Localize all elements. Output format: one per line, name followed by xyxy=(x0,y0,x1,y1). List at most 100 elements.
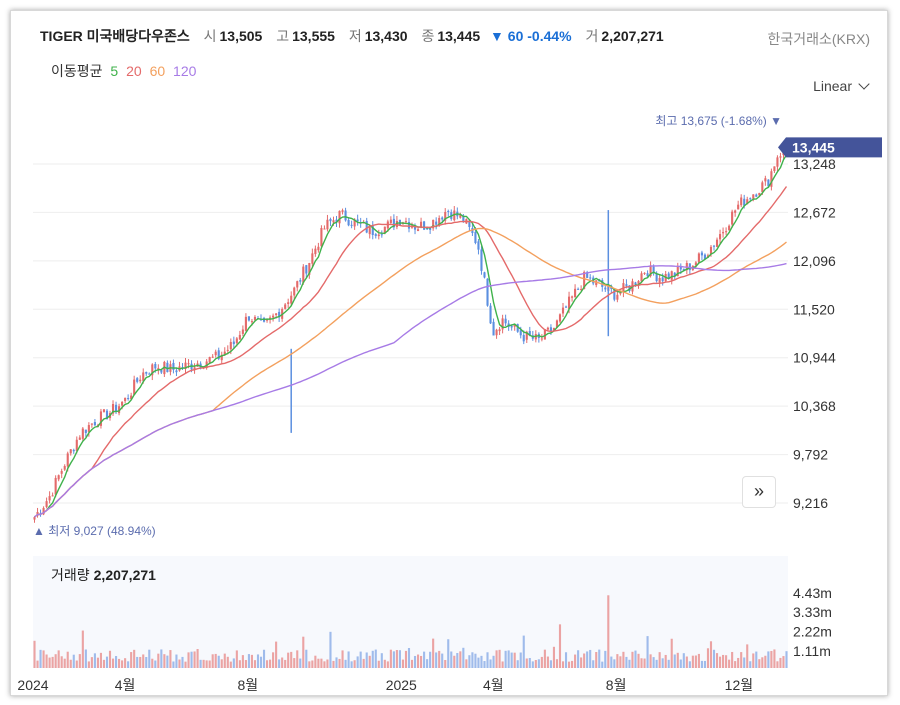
volume-bar xyxy=(420,655,423,668)
volume-bar xyxy=(416,654,420,668)
candle-body xyxy=(220,354,223,361)
candle-body xyxy=(655,273,658,282)
candle-body xyxy=(546,327,549,330)
volume-bar xyxy=(181,656,184,668)
volume-bar xyxy=(202,659,205,668)
price-tick-label: 13,248 xyxy=(793,156,836,172)
candle-body xyxy=(287,302,290,304)
volume-bar xyxy=(220,659,223,668)
volume-bar xyxy=(326,659,329,668)
candle-body xyxy=(365,220,368,233)
volume-bar xyxy=(305,649,308,668)
volume-bar xyxy=(619,656,622,668)
volume-bar xyxy=(432,638,435,668)
volume-bar xyxy=(275,641,278,668)
candle-body xyxy=(577,288,580,290)
scale-dropdown[interactable]: Linear xyxy=(813,78,870,94)
candle-body xyxy=(492,321,495,336)
high-value: 13,555 xyxy=(292,28,335,44)
volume-bar xyxy=(389,649,392,668)
volume-bar xyxy=(498,649,501,668)
candle-body xyxy=(407,221,411,229)
volume-bar xyxy=(601,661,604,668)
volume-bar xyxy=(552,646,556,668)
volume-bar xyxy=(232,658,235,668)
volume-bar xyxy=(673,654,676,668)
volume-bar xyxy=(332,660,335,668)
candle-body xyxy=(504,318,507,324)
volume-bar xyxy=(105,656,109,668)
volume-bar xyxy=(160,649,163,668)
volume-bar xyxy=(471,652,474,668)
volume-bar xyxy=(407,648,411,668)
volume-bar xyxy=(60,656,63,668)
candle-body xyxy=(93,422,96,426)
volume-bar xyxy=(39,649,42,668)
ma-20[interactable]: 20 xyxy=(126,63,142,79)
volume-bar xyxy=(746,644,749,668)
volume-bar xyxy=(613,659,616,668)
candle-body xyxy=(540,338,543,340)
volume-bar xyxy=(69,659,72,668)
ma-60[interactable]: 60 xyxy=(149,63,166,79)
volume-bar xyxy=(78,654,81,668)
candle-body xyxy=(232,341,235,345)
candle-body xyxy=(522,335,525,342)
candle-body xyxy=(410,226,414,228)
candle-body xyxy=(127,398,130,400)
scroll-latest-button[interactable]: » xyxy=(742,476,776,508)
exchange-label: 한국거래소(KRX) xyxy=(767,31,870,47)
volume-bar xyxy=(196,649,199,668)
candle-body xyxy=(447,210,450,212)
volume-bar xyxy=(398,650,401,668)
high-label: 고 xyxy=(276,28,290,44)
volume-bar xyxy=(676,652,679,668)
volume-bar xyxy=(510,652,513,668)
volume-bar xyxy=(124,658,127,668)
volume-bar xyxy=(474,653,477,668)
candle-body xyxy=(604,287,607,290)
volume-bar xyxy=(48,657,51,668)
volume-bar xyxy=(184,661,187,668)
ma-5[interactable]: 5 xyxy=(110,63,119,79)
volume-bar xyxy=(247,654,250,668)
candle-body xyxy=(679,266,682,270)
candle-body xyxy=(299,280,302,282)
candle-body xyxy=(510,325,513,328)
volume-bar xyxy=(133,649,136,668)
change-value: ▼ 60 -0.44% xyxy=(490,28,572,44)
volume-bar xyxy=(706,648,710,668)
price-tick-label: 11,520 xyxy=(793,301,835,317)
volume-bar xyxy=(121,660,124,668)
volume-bar xyxy=(598,649,601,668)
candle-body xyxy=(172,362,175,370)
volume-bar xyxy=(157,653,160,668)
candle-body xyxy=(102,409,106,412)
volume-panel-label: 거래량 2,207,271 xyxy=(51,565,156,585)
ma-line-20 xyxy=(34,186,788,518)
x-tick-label: 2025 xyxy=(386,677,417,693)
volume-bar xyxy=(700,660,703,668)
volume-bar xyxy=(492,655,495,668)
candle-body xyxy=(238,334,241,340)
volume-bar xyxy=(631,651,634,668)
volume-bar xyxy=(253,660,257,668)
candle-body xyxy=(33,517,36,520)
candle-body xyxy=(323,228,326,230)
volume-bar xyxy=(441,653,444,668)
volume-panel-title: 거래량 xyxy=(51,567,90,583)
candle-body xyxy=(105,410,109,420)
volume-bar xyxy=(450,651,453,668)
candle-body xyxy=(416,229,420,232)
volume-bar xyxy=(410,659,414,668)
volume-bar xyxy=(447,639,450,668)
volume-tick-label: 4.43m xyxy=(793,585,832,601)
ma-120[interactable]: 120 xyxy=(173,63,197,79)
volume-bar xyxy=(776,661,779,668)
volume-bar xyxy=(172,661,175,668)
volume-bar xyxy=(444,659,447,668)
volume-bar xyxy=(610,656,613,668)
candle-body xyxy=(60,470,63,474)
volume-bar xyxy=(782,656,785,668)
